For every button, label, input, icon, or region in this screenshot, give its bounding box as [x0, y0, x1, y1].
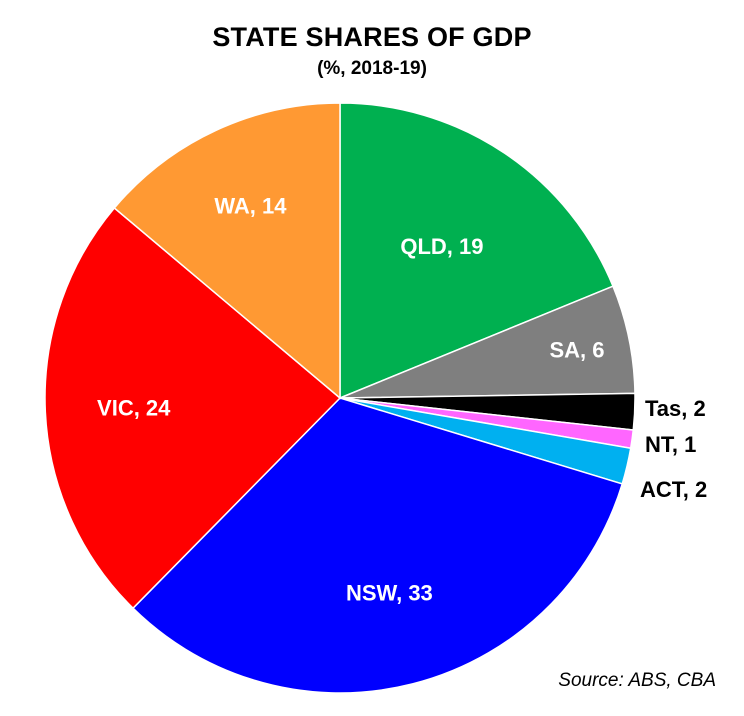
slice-label-qld: QLD, 19 [400, 234, 483, 259]
chart-subtitle: (%, 2018-19) [317, 58, 427, 79]
slice-label-act: ACT, 2 [640, 477, 707, 502]
source-note: Source: ABS, CBA [558, 670, 716, 691]
slice-label-wa: WA, 14 [214, 193, 287, 218]
pie-slice-qld [339, 102, 614, 400]
slice-label-tas: Tas, 2 [645, 396, 706, 421]
slice-label-sa: SA, 6 [549, 337, 604, 362]
pie-slice-wa [113, 102, 341, 400]
slice-label-vic: VIC, 24 [97, 396, 171, 421]
slice-label-nsw: NSW, 33 [346, 580, 433, 605]
chart-title: STATE SHARES OF GDP [212, 22, 532, 52]
slice-label-nt: NT, 1 [645, 432, 696, 457]
pie-slice-nsw [131, 397, 624, 694]
pie-slice-vic [44, 206, 342, 610]
